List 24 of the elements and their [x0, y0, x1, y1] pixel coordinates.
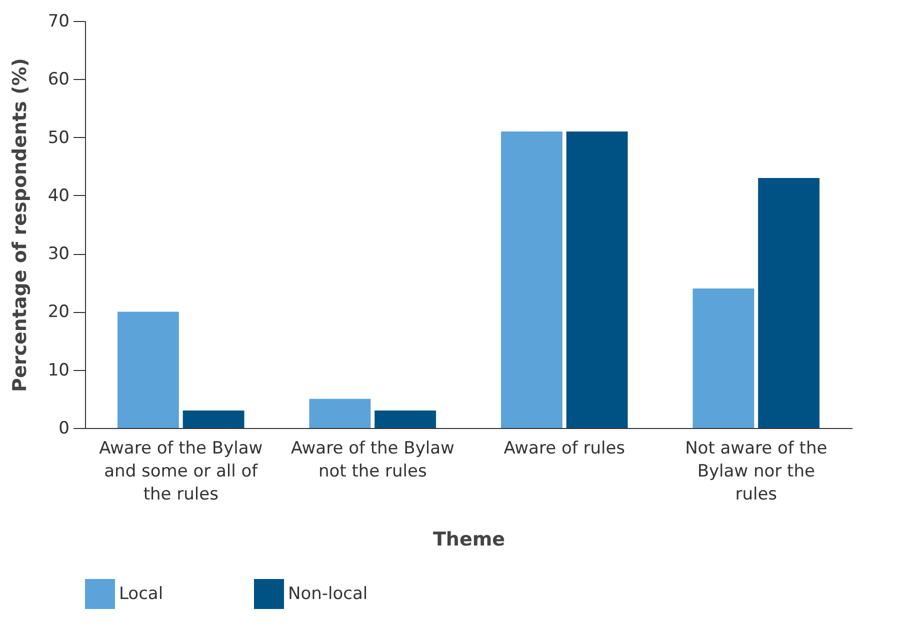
- bar: [758, 178, 820, 428]
- x-tick-label: Not aware of the Bylaw nor the rules: [685, 438, 828, 504]
- bar: [374, 410, 436, 428]
- legend-label: Local: [119, 584, 164, 604]
- bar: [118, 312, 179, 428]
- x-axis-title: Theme: [432, 528, 506, 550]
- y-tick-label: 50: [48, 128, 70, 148]
- y-tick-label: 70: [48, 12, 70, 32]
- legend-label: Non-local: [288, 584, 368, 604]
- bar: [501, 131, 562, 428]
- y-tick-label: 0: [58, 418, 70, 438]
- y-tick-label: 40: [48, 186, 70, 206]
- y-tick-label: 20: [48, 302, 70, 322]
- bar: [182, 410, 244, 428]
- x-tick-label: Aware of the Bylaw and some or all of the rules: [99, 438, 263, 504]
- x-tick-label: Aware of rules: [504, 438, 626, 458]
- y-tick-label: 30: [48, 244, 70, 264]
- bar: [692, 288, 754, 428]
- bar: [309, 398, 371, 428]
- y-axis-title: Percentage of respondents (%): [8, 58, 31, 392]
- y-tick-label: 10: [48, 360, 70, 380]
- y-tick-label: 60: [48, 70, 70, 90]
- bar: [566, 131, 628, 428]
- x-tick-label: Aware of the Bylaw not the rules: [290, 438, 455, 482]
